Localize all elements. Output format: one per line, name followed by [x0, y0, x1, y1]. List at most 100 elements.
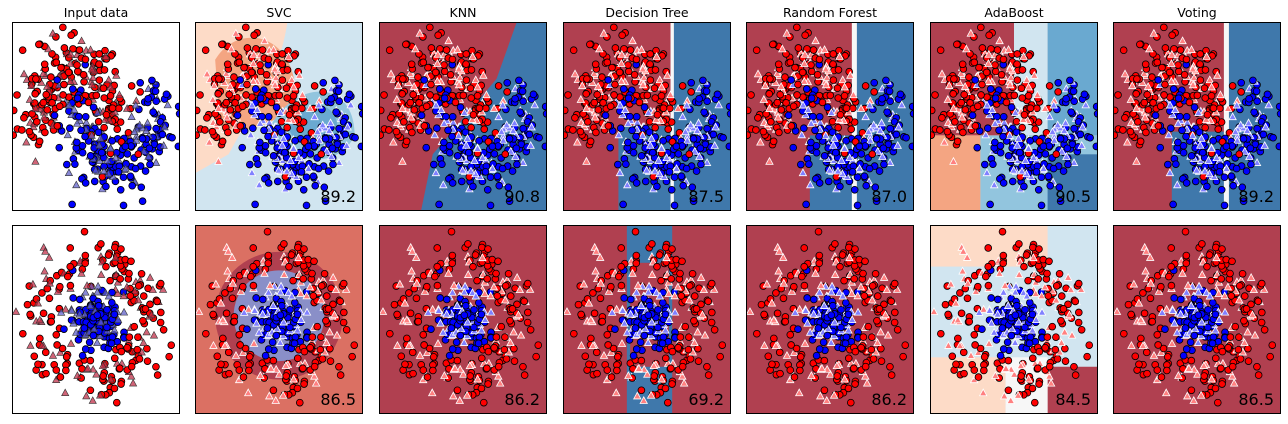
train-point — [423, 373, 432, 381]
train-point — [486, 201, 495, 210]
train-point — [285, 262, 293, 271]
test-point — [473, 82, 482, 91]
test-point — [57, 308, 66, 316]
train-point — [66, 281, 75, 290]
train-point — [752, 46, 761, 55]
train-point — [267, 98, 276, 107]
train-point — [672, 142, 681, 151]
test-point — [277, 140, 287, 149]
test-point — [346, 100, 355, 109]
train-point — [1169, 200, 1177, 209]
train-point — [156, 308, 165, 317]
train-point — [1237, 88, 1245, 96]
test-point — [275, 338, 285, 346]
train-point — [434, 31, 442, 40]
train-point — [435, 200, 443, 209]
test-point — [104, 291, 113, 300]
test-point — [855, 164, 864, 172]
train-point — [283, 66, 292, 74]
train-point — [153, 297, 162, 306]
subplot-panel — [12, 22, 180, 211]
train-point — [930, 131, 936, 139]
train-point — [505, 197, 514, 205]
train-point — [406, 98, 415, 107]
test-point — [214, 156, 223, 165]
train-point — [316, 345, 325, 354]
test-point — [599, 28, 609, 37]
train-point — [59, 91, 67, 99]
train-point — [870, 78, 879, 87]
train-point — [95, 60, 103, 68]
test-point — [438, 327, 448, 336]
test-point — [981, 130, 991, 139]
train-point — [968, 111, 977, 120]
test-point — [296, 315, 306, 324]
train-point — [18, 126, 26, 134]
test-point — [1195, 140, 1205, 149]
test-point — [244, 304, 253, 313]
train-point — [433, 262, 441, 271]
test-point — [220, 341, 230, 350]
train-point — [486, 173, 495, 182]
train-point — [506, 316, 514, 325]
test-point — [591, 246, 601, 255]
train-point — [438, 160, 446, 168]
train-point — [317, 150, 326, 158]
train-point — [582, 90, 590, 98]
train-point — [617, 244, 626, 252]
train-point — [1136, 40, 1144, 49]
test-point — [294, 253, 303, 262]
train-point — [304, 142, 313, 151]
train-point — [646, 50, 655, 58]
test-point — [101, 52, 110, 60]
train-point — [908, 102, 914, 111]
test-point — [332, 330, 342, 339]
train-point — [268, 338, 277, 347]
test-point — [286, 155, 295, 164]
train-point — [144, 94, 152, 103]
train-point — [110, 384, 119, 393]
test-point — [657, 143, 666, 152]
test-point — [159, 141, 168, 149]
test-point — [66, 59, 75, 67]
train-point — [777, 106, 786, 114]
train-point — [999, 179, 1008, 187]
test-point — [508, 126, 518, 135]
train-point — [584, 118, 592, 126]
test-point — [35, 315, 44, 324]
test-point — [878, 152, 887, 160]
train-point — [427, 80, 435, 89]
test-point — [310, 112, 319, 121]
test-point — [61, 304, 70, 313]
test-point — [434, 306, 443, 314]
train-point — [287, 251, 296, 259]
test-point — [454, 80, 464, 89]
test-point — [633, 391, 642, 400]
test-point — [115, 90, 124, 99]
train-point — [991, 94, 1000, 103]
train-point — [1045, 82, 1054, 90]
train-point — [943, 127, 952, 136]
test-point — [302, 291, 311, 300]
test-point — [711, 122, 720, 131]
train-point — [66, 124, 74, 133]
train-point — [85, 338, 94, 347]
train-point — [231, 99, 239, 107]
train-point — [291, 104, 300, 113]
train-point — [787, 122, 796, 130]
train-point — [1141, 60, 1150, 69]
test-point — [66, 339, 76, 347]
test-point — [966, 28, 976, 37]
train-point — [532, 352, 540, 361]
test-point — [70, 105, 79, 113]
train-point — [971, 122, 980, 130]
column-title: Input data — [64, 5, 129, 20]
test-point — [765, 156, 774, 165]
test-point — [495, 378, 505, 387]
train-point — [475, 298, 483, 307]
test-point — [837, 155, 846, 164]
train-point — [283, 94, 292, 102]
train-point — [71, 160, 79, 168]
train-point — [774, 60, 783, 69]
axes-frame — [12, 225, 180, 414]
